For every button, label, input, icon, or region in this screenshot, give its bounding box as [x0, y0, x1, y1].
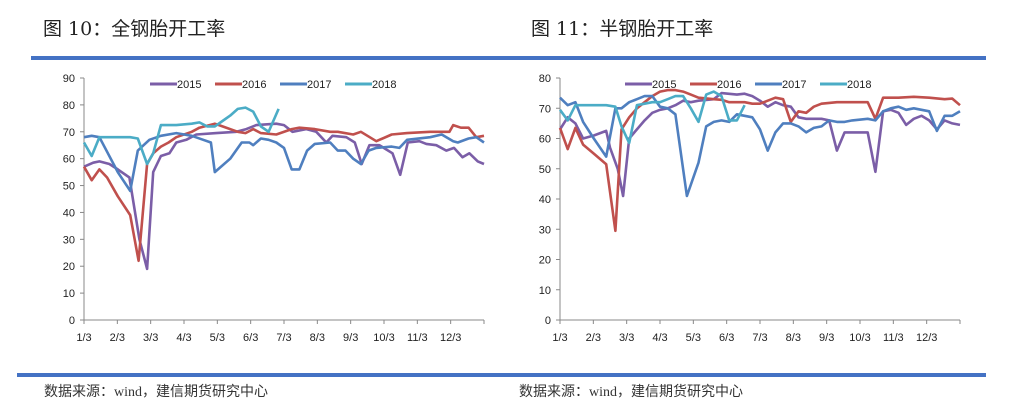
y-tick-label: 30 [539, 224, 551, 236]
source-note-right: 数据来源：wind，建信期货研究中心 [519, 385, 743, 400]
legend-label-2018: 2018 [372, 79, 396, 91]
y-tick-label: 20 [63, 261, 75, 273]
series-line-2016 [558, 88, 961, 233]
y-tick-label: 70 [539, 103, 551, 115]
x-tick-label: 10/3 [373, 332, 394, 344]
x-tick-label: 8/3 [786, 332, 801, 344]
x-tick-label: 11/3 [883, 332, 904, 344]
x-tick-label: 4/3 [652, 332, 667, 344]
x-tick-label: 9/3 [343, 332, 358, 344]
x-tick-label: 3/3 [619, 332, 634, 344]
x-tick-label: 6/3 [243, 332, 258, 344]
series-line-2017 [559, 94, 961, 198]
y-tick-label: 10 [63, 288, 75, 300]
y-tick-label: 40 [539, 194, 551, 206]
y-tick-label: 30 [63, 234, 75, 246]
legend-label-2015: 2015 [652, 79, 676, 91]
legend-label-2017: 2017 [782, 79, 806, 91]
y-tick-label: 60 [63, 154, 75, 166]
legend-label-2015: 2015 [177, 79, 201, 91]
y-tick-label: 50 [539, 164, 551, 176]
legend-label-2016: 2016 [242, 79, 266, 91]
x-tick-label: 9/3 [819, 332, 834, 344]
series-line-2018 [558, 90, 746, 145]
x-tick-label: 4/3 [176, 332, 191, 344]
x-tick-label: 12/3 [440, 332, 461, 344]
x-tick-label: 7/3 [276, 332, 291, 344]
y-tick-label: 80 [63, 100, 75, 112]
series-line-2015 [558, 91, 961, 198]
legend-label-2017: 2017 [307, 79, 331, 91]
y-tick-label: 70 [63, 127, 75, 139]
source-note-left: 数据来源：wind，建信期货研究中心 [44, 385, 268, 400]
x-tick-label: 7/3 [752, 332, 767, 344]
chart-title-semi-steel: 图 11：半钢胎开工率 [531, 18, 714, 40]
x-tick-label: 5/3 [686, 332, 701, 344]
y-tick-label: 90 [63, 73, 75, 85]
x-tick-label: 8/3 [310, 332, 325, 344]
y-tick-label: 0 [69, 315, 75, 327]
y-tick-label: 40 [63, 207, 75, 219]
chart-title-all-steel: 图 10：全钢胎开工率 [43, 18, 226, 40]
y-tick-label: 60 [539, 134, 551, 146]
series-line-2018 [82, 106, 280, 166]
x-tick-label: 10/3 [849, 332, 870, 344]
legend-label-2018: 2018 [847, 79, 871, 91]
x-tick-label: 6/3 [719, 332, 734, 344]
y-tick-label: 20 [539, 255, 551, 267]
x-tick-label: 3/3 [143, 332, 158, 344]
x-tick-label: 1/3 [76, 332, 91, 344]
line-chart-1: 0 10 20 30 40 50 60 70 80 1/3 2/3 3/3 4/3 5/3 6/3 7/3 8/… [539, 73, 961, 344]
y-tick-label: 50 [63, 181, 75, 193]
x-tick-label: 5/3 [210, 332, 225, 344]
y-tick-label: 80 [539, 73, 551, 85]
series-line-2015 [83, 122, 485, 271]
series-line-2016 [82, 122, 485, 263]
x-tick-label: 1/3 [552, 332, 567, 344]
legend-label-2016: 2016 [717, 79, 741, 91]
line-chart-0: 0 10 20 30 40 50 60 70 80 90 1/3 2/3 3/3 4/3 5/3 6/3 7/3… [63, 73, 485, 344]
x-tick-label: 2/3 [586, 332, 601, 344]
x-tick-label: 2/3 [110, 332, 125, 344]
footer-divider [17, 373, 986, 377]
x-tick-label: 12/3 [916, 332, 937, 344]
y-tick-label: 0 [545, 315, 551, 327]
y-tick-label: 10 [539, 285, 551, 297]
header-divider [31, 56, 986, 60]
x-tick-label: 11/3 [407, 332, 428, 344]
